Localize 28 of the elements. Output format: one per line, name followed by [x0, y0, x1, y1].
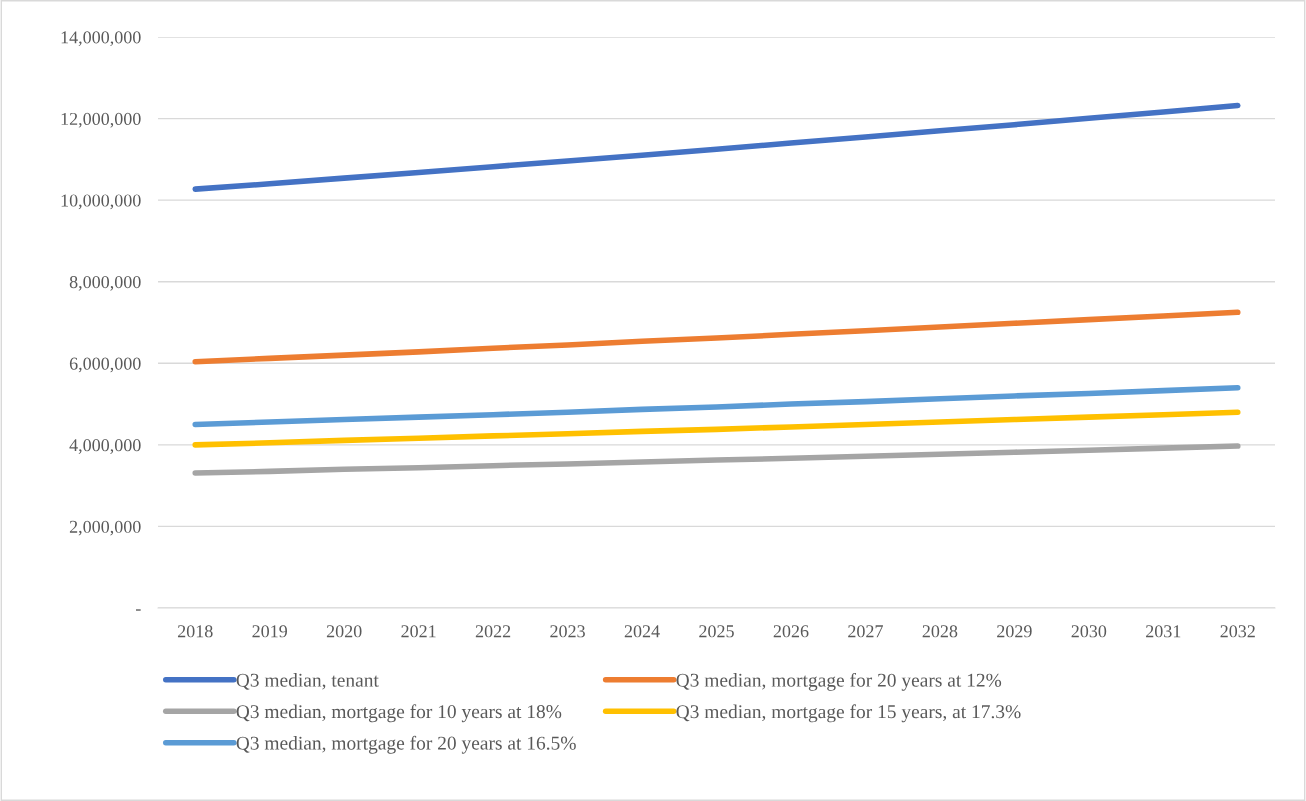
legend-label: Q3 median, mortgage for 15 years, at 17.3%	[676, 704, 1021, 723]
y-tick-label: 10,000,000	[61, 194, 141, 210]
x-tick-label: 2029	[997, 625, 1032, 638]
x-tick-label: 2025	[699, 625, 734, 638]
x-tick-label: 2020	[326, 625, 362, 638]
legend-label: Q3 median, mortgage for 20 years at 12%	[676, 672, 1002, 691]
x-tick-label: 2027	[848, 625, 883, 638]
x-tick-label: 2021	[401, 625, 436, 638]
x-tick-label: 2018	[177, 625, 213, 638]
y-tick-label: 6,000,000	[69, 357, 141, 373]
legend-label: Q3 median, tenant	[236, 673, 379, 690]
x-tick-label: 2028	[922, 625, 958, 638]
x-tick-label: 2030	[1071, 625, 1107, 638]
x-tick-label: 2023	[550, 625, 585, 638]
y-tick-label: 8,000,000	[69, 275, 141, 291]
y-tick-label: 4,000,000	[69, 439, 141, 454]
x-tick-label: 2026	[773, 625, 809, 638]
y-tick-label: 14,000,000	[61, 31, 141, 47]
y-tick-label: -	[135, 609, 141, 611]
x-tick-label: 2024	[624, 625, 660, 638]
x-tick-label: 2032	[1220, 625, 1255, 638]
y-tick-label: 12,000,000	[61, 112, 141, 128]
legend-label: Q3 median, mortgage for 10 years at 18%	[236, 704, 562, 723]
x-tick-label: 2031	[1146, 625, 1181, 638]
legend-label: Q3 median, mortgage for 20 years at 16.5%	[236, 735, 576, 754]
x-tick-label: 2022	[475, 625, 511, 638]
x-tick-label: 2019	[252, 625, 288, 638]
y-tick-label: 2,000,000	[69, 520, 141, 536]
